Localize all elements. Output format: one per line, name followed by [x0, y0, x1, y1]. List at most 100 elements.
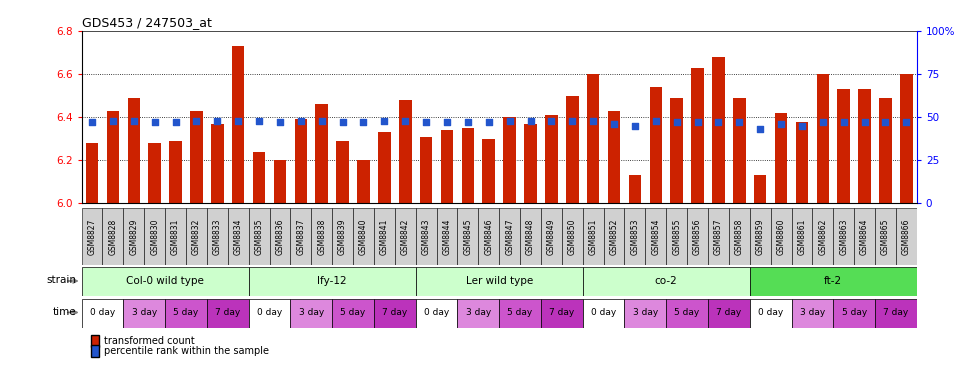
Point	[586, 118, 601, 124]
FancyBboxPatch shape	[457, 299, 499, 328]
Bar	[399, 100, 412, 203]
FancyBboxPatch shape	[562, 208, 583, 265]
Bar	[566, 96, 579, 203]
FancyBboxPatch shape	[82, 208, 103, 265]
Text: strain: strain	[47, 275, 77, 285]
FancyBboxPatch shape	[290, 208, 311, 265]
Text: 3 day: 3 day	[633, 308, 658, 317]
Point	[690, 119, 706, 125]
Point	[523, 118, 539, 124]
Point	[877, 119, 893, 125]
FancyBboxPatch shape	[812, 208, 833, 265]
Text: Ler wild type: Ler wild type	[466, 276, 533, 286]
Bar	[420, 137, 432, 203]
FancyBboxPatch shape	[583, 299, 624, 328]
Text: GSM8866: GSM8866	[901, 218, 911, 255]
FancyBboxPatch shape	[666, 208, 687, 265]
FancyBboxPatch shape	[750, 299, 791, 328]
FancyBboxPatch shape	[207, 299, 249, 328]
Bar	[441, 130, 453, 203]
Text: GSM8860: GSM8860	[777, 218, 785, 255]
FancyBboxPatch shape	[645, 208, 666, 265]
Text: GSM8844: GSM8844	[443, 218, 451, 255]
Text: GSM8833: GSM8833	[213, 218, 222, 255]
FancyBboxPatch shape	[708, 299, 750, 328]
Bar	[169, 141, 181, 203]
Text: 5 day: 5 day	[842, 308, 867, 317]
Point	[899, 119, 914, 125]
Text: GSM8841: GSM8841	[380, 218, 389, 255]
Text: GSM8852: GSM8852	[610, 218, 618, 255]
FancyBboxPatch shape	[207, 208, 228, 265]
Text: GSM8858: GSM8858	[734, 218, 744, 255]
Text: GSM8848: GSM8848	[526, 218, 535, 255]
FancyBboxPatch shape	[540, 208, 562, 265]
FancyBboxPatch shape	[103, 208, 123, 265]
Point	[147, 119, 162, 125]
Text: GSM8843: GSM8843	[421, 218, 431, 255]
Text: GSM8828: GSM8828	[108, 218, 117, 255]
Text: GSM8840: GSM8840	[359, 218, 368, 255]
Point	[481, 119, 496, 125]
FancyBboxPatch shape	[833, 208, 854, 265]
Text: GSM8830: GSM8830	[150, 218, 159, 255]
Text: 5 day: 5 day	[341, 308, 366, 317]
FancyBboxPatch shape	[416, 299, 457, 328]
Text: GSM8827: GSM8827	[87, 218, 97, 255]
Text: transformed count: transformed count	[104, 336, 195, 346]
FancyBboxPatch shape	[499, 208, 520, 265]
Text: percentile rank within the sample: percentile rank within the sample	[104, 346, 269, 356]
FancyBboxPatch shape	[270, 208, 290, 265]
FancyBboxPatch shape	[374, 299, 416, 328]
Point	[126, 118, 141, 124]
Point	[460, 119, 475, 125]
FancyBboxPatch shape	[353, 208, 374, 265]
Point	[397, 118, 413, 124]
FancyBboxPatch shape	[583, 267, 750, 296]
Text: 3 day: 3 day	[800, 308, 825, 317]
FancyBboxPatch shape	[876, 299, 917, 328]
FancyBboxPatch shape	[228, 208, 249, 265]
Bar	[670, 98, 683, 203]
FancyBboxPatch shape	[896, 208, 917, 265]
Bar	[754, 175, 766, 203]
Text: 7 day: 7 day	[716, 308, 741, 317]
Point	[314, 118, 329, 124]
Point	[753, 126, 768, 132]
Text: 7 day: 7 day	[883, 308, 908, 317]
Point	[440, 119, 455, 125]
Text: GSM8839: GSM8839	[338, 218, 348, 255]
FancyBboxPatch shape	[144, 208, 165, 265]
Bar	[483, 139, 495, 203]
FancyBboxPatch shape	[833, 299, 876, 328]
Point	[356, 119, 372, 125]
FancyBboxPatch shape	[876, 208, 896, 265]
FancyBboxPatch shape	[374, 208, 395, 265]
Bar	[232, 46, 245, 203]
Bar	[650, 87, 662, 203]
FancyBboxPatch shape	[123, 208, 144, 265]
Point	[669, 119, 684, 125]
Point	[815, 119, 830, 125]
Text: lfy-12: lfy-12	[318, 276, 347, 286]
Point	[794, 123, 809, 129]
Text: GSM8857: GSM8857	[714, 218, 723, 255]
FancyBboxPatch shape	[750, 267, 917, 296]
FancyBboxPatch shape	[123, 299, 165, 328]
Point	[774, 121, 789, 127]
Bar	[524, 124, 537, 203]
FancyBboxPatch shape	[854, 208, 876, 265]
Point	[857, 119, 873, 125]
Point	[106, 118, 121, 124]
Text: 0 day: 0 day	[591, 308, 616, 317]
Bar	[837, 89, 850, 203]
Text: GSM8855: GSM8855	[672, 218, 682, 255]
Bar	[357, 160, 370, 203]
Text: GSM8845: GSM8845	[464, 218, 472, 255]
Text: 5 day: 5 day	[174, 308, 199, 317]
Text: ft-2: ft-2	[825, 276, 842, 286]
FancyBboxPatch shape	[416, 267, 583, 296]
Bar	[149, 143, 161, 203]
Bar	[879, 98, 892, 203]
Text: GSM8861: GSM8861	[798, 218, 806, 255]
